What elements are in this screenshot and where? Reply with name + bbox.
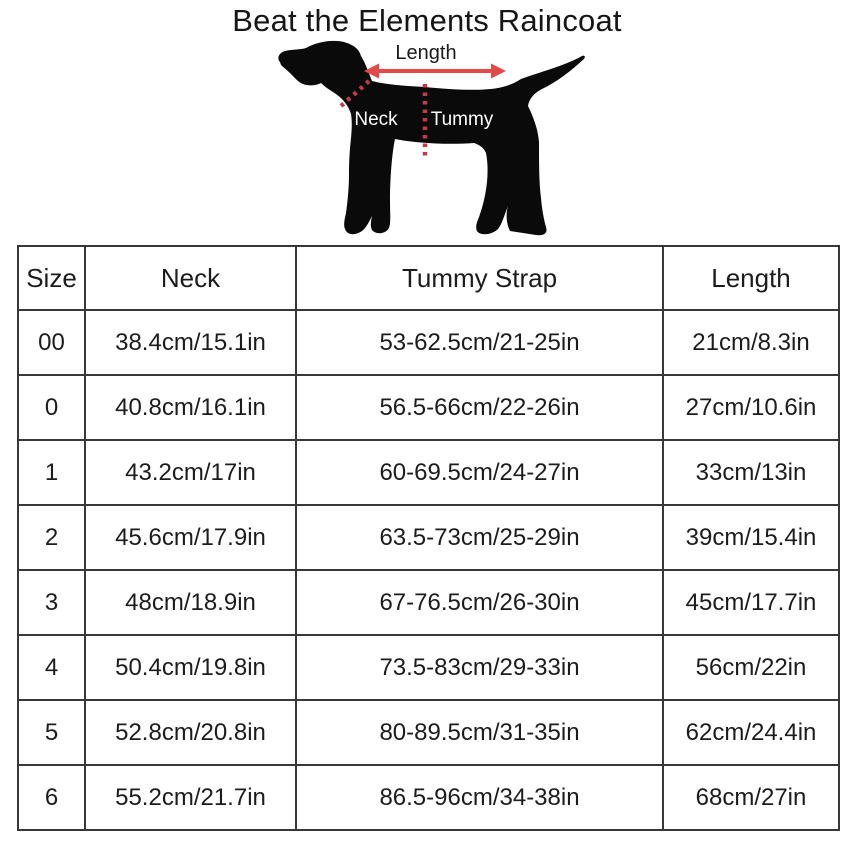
length-cell: 33cm/13in xyxy=(662,439,840,506)
neck-cell: 38.4cm/15.1in xyxy=(84,309,297,376)
tummy-label: Tummy xyxy=(431,109,494,130)
table-row: 3 48cm/18.9in 67-76.5cm/26-30in 45cm/17.… xyxy=(17,569,840,636)
length-cell: 45cm/17.7in xyxy=(662,569,840,636)
neck-cell: 48cm/18.9in xyxy=(84,569,297,636)
length-cell: 68cm/27in xyxy=(662,764,840,831)
size-cell: 6 xyxy=(17,764,86,831)
dog-diagram-svg: Length Neck Tummy xyxy=(278,40,585,236)
size-cell: 3 xyxy=(17,569,86,636)
length-label: Length xyxy=(395,42,456,64)
header-neck: Neck xyxy=(84,245,297,311)
tummy-strap-cell: 53-62.5cm/21-25in xyxy=(295,309,664,376)
table-row: 0 40.8cm/16.1in 56.5-66cm/22-26in 27cm/1… xyxy=(17,374,840,441)
header-length: Length xyxy=(662,245,840,311)
tummy-strap-cell: 80-89.5cm/31-35in xyxy=(295,699,664,766)
table-row: 00 38.4cm/15.1in 53-62.5cm/21-25in 21cm/… xyxy=(17,309,840,376)
page-title: Beat the Elements Raincoat xyxy=(232,3,622,38)
table-row: 2 45.6cm/17.9in 63.5-73cm/25-29in 39cm/1… xyxy=(17,504,840,571)
size-cell: 00 xyxy=(17,309,86,376)
neck-cell: 52.8cm/20.8in xyxy=(84,699,297,766)
tummy-strap-cell: 86.5-96cm/34-38in xyxy=(295,764,664,831)
neck-cell: 43.2cm/17in xyxy=(84,439,297,506)
length-arrow-icon xyxy=(364,63,506,79)
table-row: 5 52.8cm/20.8in 80-89.5cm/31-35in 62cm/2… xyxy=(17,699,840,766)
size-cell: 4 xyxy=(17,634,86,701)
tummy-strap-cell: 63.5-73cm/25-29in xyxy=(295,504,664,571)
size-cell: 5 xyxy=(17,699,86,766)
tummy-strap-cell: 73.5-83cm/29-33in xyxy=(295,634,664,701)
neck-cell: 45.6cm/17.9in xyxy=(84,504,297,571)
tummy-strap-cell: 60-69.5cm/24-27in xyxy=(295,439,664,506)
length-cell: 56cm/22in xyxy=(662,634,840,701)
header-size: Size xyxy=(17,245,86,311)
size-chart-table: Size Neck Tummy Strap Length 00 38.4cm/1… xyxy=(17,245,840,831)
neck-cell: 55.2cm/21.7in xyxy=(84,764,297,831)
table-row: 1 43.2cm/17in 60-69.5cm/24-27in 33cm/13i… xyxy=(17,439,840,506)
neck-label: Neck xyxy=(354,109,398,130)
tummy-strap-cell: 67-76.5cm/26-30in xyxy=(295,569,664,636)
table-row: 6 55.2cm/21.7in 86.5-96cm/34-38in 68cm/2… xyxy=(17,764,840,831)
neck-dotted-line xyxy=(339,79,371,108)
dog-measurement-diagram: Length Neck Tummy xyxy=(262,38,602,245)
dog-silhouette-icon xyxy=(278,40,585,236)
header-tummy-strap: Tummy Strap xyxy=(295,245,664,311)
neck-cell: 40.8cm/16.1in xyxy=(84,374,297,441)
length-cell: 27cm/10.6in xyxy=(662,374,840,441)
table-row: 4 50.4cm/19.8in 73.5-83cm/29-33in 56cm/2… xyxy=(17,634,840,701)
length-cell: 39cm/15.4in xyxy=(662,504,840,571)
header-row: Size Neck Tummy Strap Length xyxy=(17,245,840,311)
size-cell: 2 xyxy=(17,504,86,571)
length-cell: 62cm/24.4in xyxy=(662,699,840,766)
length-cell: 21cm/8.3in xyxy=(662,309,840,376)
size-cell: 1 xyxy=(17,439,86,506)
tummy-strap-cell: 56.5-66cm/22-26in xyxy=(295,374,664,441)
neck-cell: 50.4cm/19.8in xyxy=(84,634,297,701)
size-cell: 0 xyxy=(17,374,86,441)
